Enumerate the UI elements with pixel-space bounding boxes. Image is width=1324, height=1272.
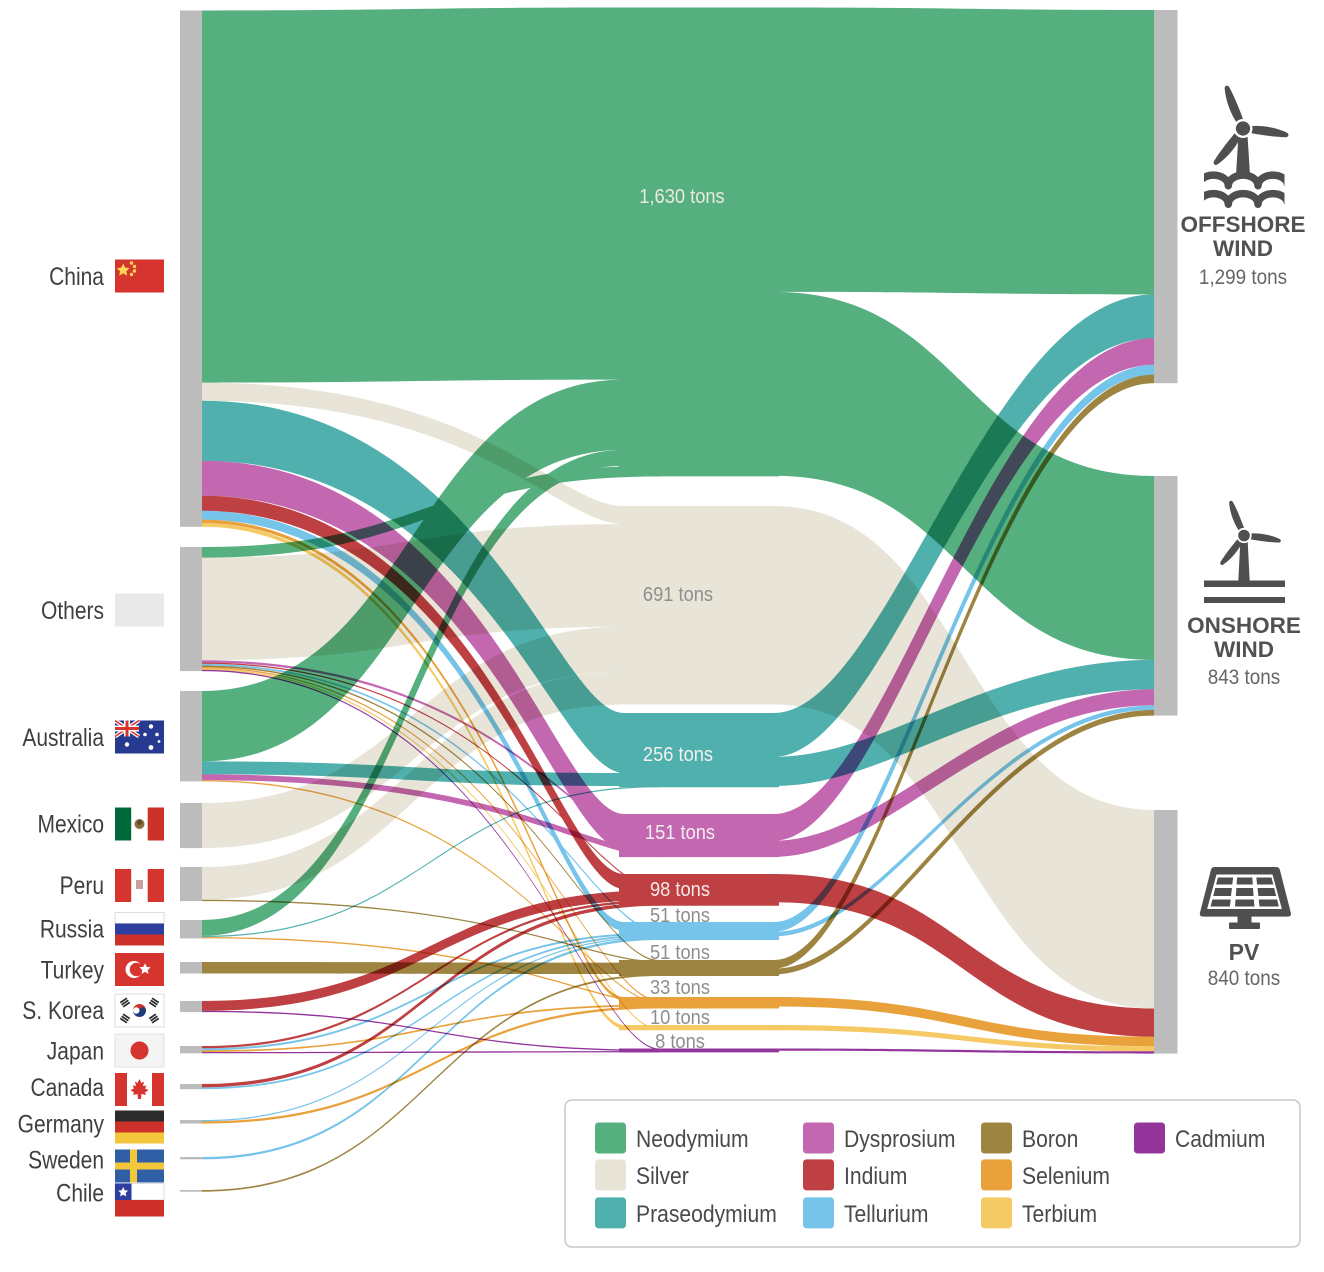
svg-text:Russia: Russia	[40, 915, 104, 943]
svg-text:1,299 tons: 1,299 tons	[1199, 266, 1287, 289]
svg-text:Mexico: Mexico	[37, 810, 104, 838]
svg-text:OFFSHORE: OFFSHORE	[1180, 212, 1305, 237]
svg-text:Selenium: Selenium	[1022, 1163, 1110, 1190]
svg-text:Cadmium: Cadmium	[1175, 1126, 1265, 1153]
svg-text:Tellurium: Tellurium	[844, 1201, 928, 1228]
svg-text:Silver: Silver	[636, 1163, 689, 1190]
svg-text:Terbium: Terbium	[1022, 1201, 1097, 1228]
svg-text:51 tons: 51 tons	[650, 942, 710, 964]
svg-text:51 tons: 51 tons	[650, 905, 710, 927]
svg-text:Praseodymium: Praseodymium	[636, 1201, 777, 1228]
svg-text:China: China	[49, 262, 104, 290]
svg-text:Indium: Indium	[844, 1163, 907, 1190]
svg-text:Japan: Japan	[47, 1037, 104, 1065]
svg-text:691 tons: 691 tons	[643, 584, 713, 606]
svg-text:840 tons: 840 tons	[1208, 967, 1280, 990]
svg-text:33 tons: 33 tons	[650, 977, 710, 999]
svg-text:Neodymium: Neodymium	[636, 1126, 749, 1153]
svg-text:256 tons: 256 tons	[643, 744, 713, 766]
svg-text:Canada: Canada	[30, 1073, 104, 1101]
svg-text:Chile: Chile	[56, 1179, 104, 1207]
svg-text:WIND: WIND	[1213, 236, 1273, 261]
svg-text:ONSHORE: ONSHORE	[1187, 613, 1301, 638]
svg-text:Germany: Germany	[18, 1110, 105, 1138]
svg-text:Australia: Australia	[22, 723, 104, 751]
svg-text:Dysprosium: Dysprosium	[844, 1126, 955, 1153]
svg-text:Sweden: Sweden	[28, 1146, 104, 1174]
svg-text:Peru: Peru	[60, 871, 104, 899]
svg-text:10 tons: 10 tons	[650, 1007, 710, 1029]
svg-text:98 tons: 98 tons	[650, 879, 710, 901]
svg-text:843 tons: 843 tons	[1208, 666, 1280, 689]
svg-text:Others: Others	[41, 596, 104, 624]
svg-text:Turkey: Turkey	[41, 956, 105, 984]
svg-text:8 tons: 8 tons	[655, 1031, 705, 1053]
svg-text:1,630 tons: 1,630 tons	[639, 186, 724, 208]
svg-text:S. Korea: S. Korea	[22, 996, 104, 1024]
svg-text:Boron: Boron	[1022, 1126, 1078, 1153]
svg-text:PV: PV	[1229, 939, 1260, 965]
svg-text:151 tons: 151 tons	[645, 822, 715, 844]
svg-text:WIND: WIND	[1214, 637, 1274, 662]
